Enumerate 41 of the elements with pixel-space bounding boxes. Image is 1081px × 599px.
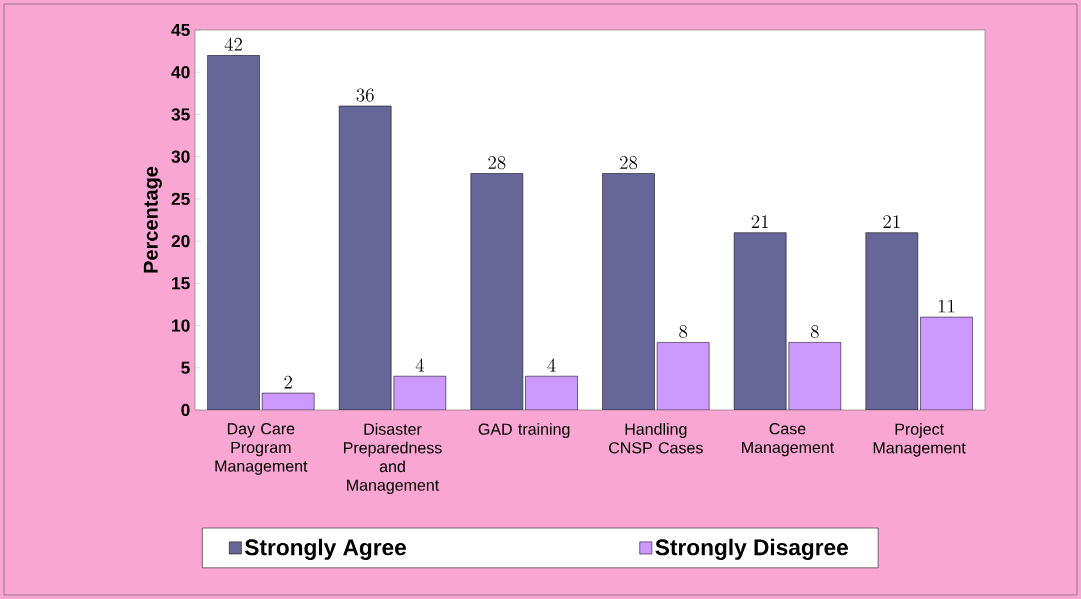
data-label: 36 bbox=[356, 88, 374, 102]
y-tick-label: 10 bbox=[172, 319, 190, 332]
bar bbox=[602, 173, 655, 410]
data-label: 4 bbox=[415, 358, 425, 372]
x-tick-label: Case Management bbox=[742, 423, 835, 457]
bar bbox=[865, 232, 919, 410]
y-tick-label: 35 bbox=[171, 108, 190, 121]
x-tick-label: Disaster Preparedness and Management bbox=[344, 423, 442, 494]
x-tick-label: Day Care Program Management bbox=[215, 423, 308, 475]
bar bbox=[207, 55, 260, 410]
legend-label: Strongly Agree bbox=[244, 538, 407, 560]
y-tick-label: 0 bbox=[181, 403, 190, 417]
y-tick-label: 45 bbox=[171, 23, 190, 37]
y-tick-label: 5 bbox=[181, 361, 190, 374]
y-tick-label: 25 bbox=[171, 192, 190, 206]
data-label: 28 bbox=[488, 156, 506, 170]
bar bbox=[470, 173, 524, 410]
bar bbox=[656, 342, 710, 410]
bar bbox=[525, 375, 578, 410]
data-label: 8 bbox=[810, 324, 819, 339]
y-tick-label: 40 bbox=[171, 66, 190, 79]
bar bbox=[261, 392, 315, 410]
data-label: 8 bbox=[679, 324, 688, 339]
x-tick-label: Handling CNSP Cases bbox=[609, 423, 703, 454]
data-label: 42 bbox=[224, 37, 242, 51]
bar bbox=[920, 316, 973, 410]
y-tick-label: 15 bbox=[172, 277, 190, 290]
bar bbox=[338, 105, 392, 410]
legend-label: Strongly Disagree bbox=[655, 538, 848, 560]
x-tick-label: GAD training bbox=[478, 423, 570, 438]
data-label: 2 bbox=[284, 375, 292, 389]
data-label: 4 bbox=[547, 358, 556, 372]
y-tick-label: 30 bbox=[171, 150, 190, 163]
x-tick-label: Project Management bbox=[873, 423, 966, 457]
bar bbox=[733, 232, 787, 410]
data-label: 28 bbox=[620, 156, 638, 170]
data-label: 21 bbox=[751, 215, 769, 228]
data-label: 21 bbox=[883, 215, 900, 228]
y-axis-title: Percentage bbox=[143, 166, 162, 273]
data-label: 11 bbox=[938, 299, 955, 313]
y-tick-label: 20 bbox=[171, 234, 190, 248]
